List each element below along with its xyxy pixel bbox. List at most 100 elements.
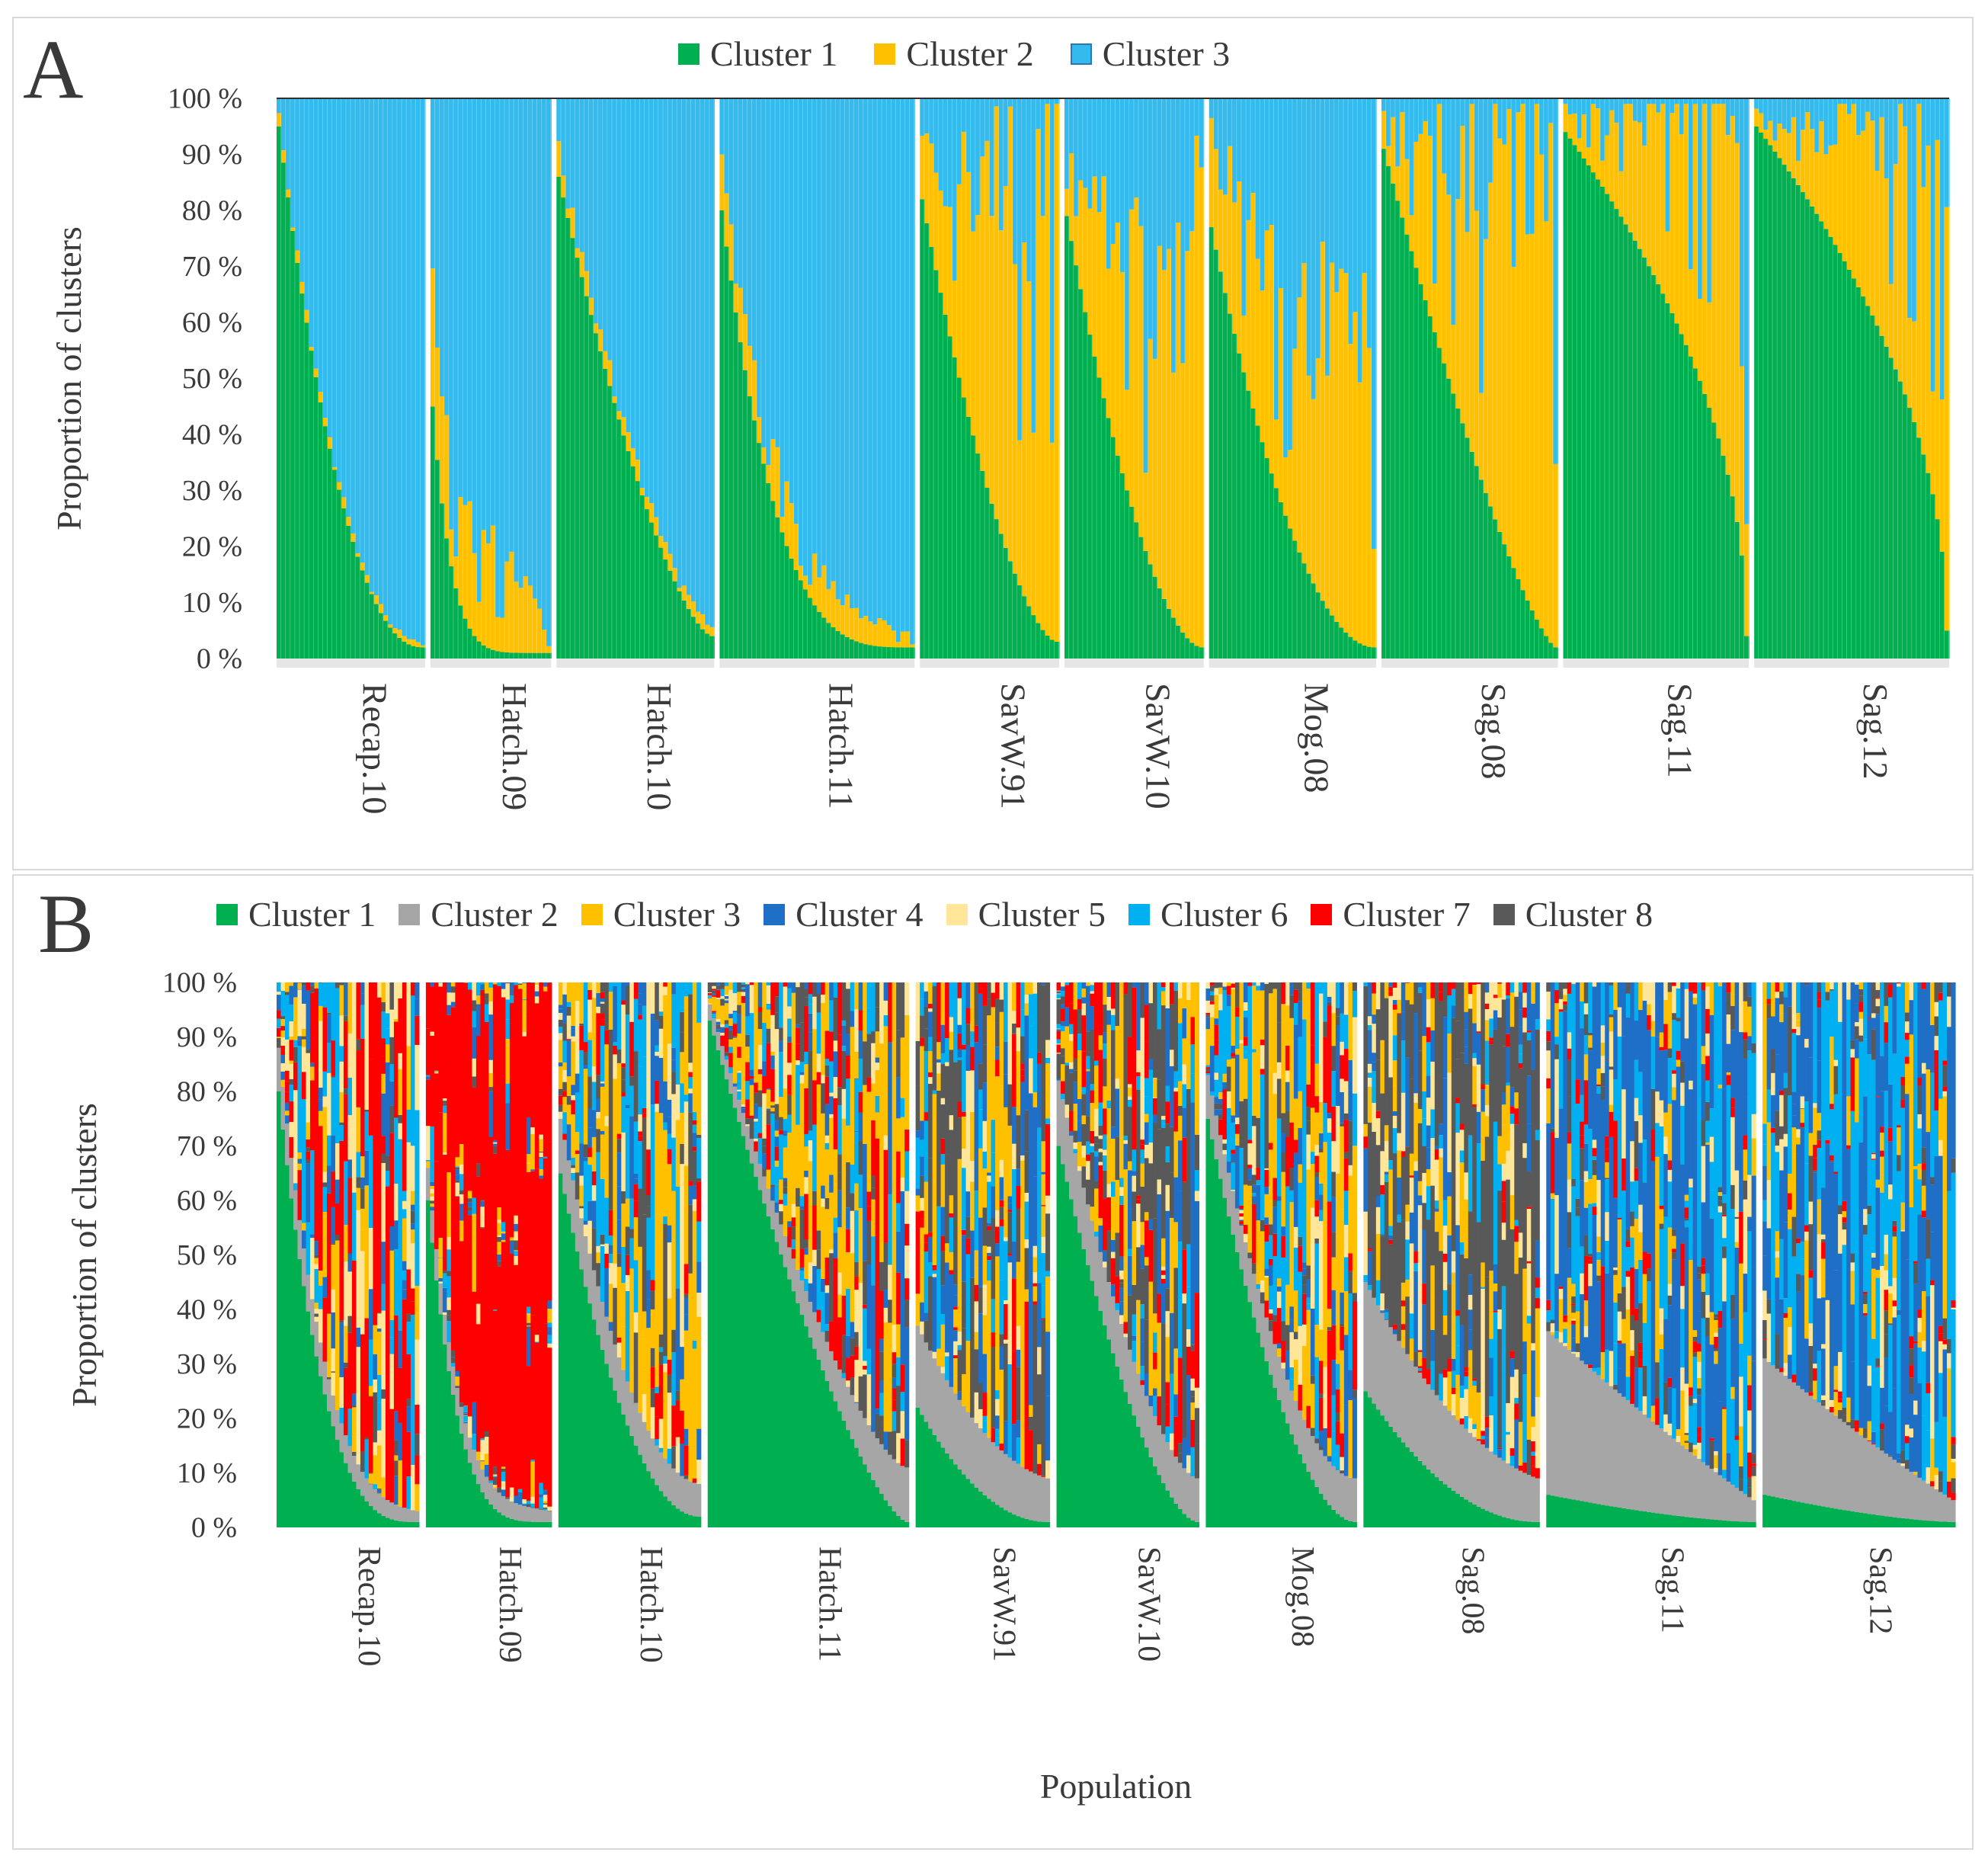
- bar-segment-cluster-6: [566, 1002, 571, 1007]
- bar-segment-cluster-4: [472, 1402, 477, 1434]
- bar-segment-cluster-7: [770, 1069, 776, 1102]
- bar-segment-cluster-8: [696, 1178, 702, 1182]
- bar-segment-cluster-1: [447, 1370, 452, 1527]
- bar-segment-cluster-4: [1310, 1308, 1315, 1376]
- bar-segment-cluster-8: [1115, 1232, 1120, 1277]
- bar-segment-cluster-2: [1311, 399, 1317, 584]
- bar-segment-cluster-8: [680, 1011, 685, 1033]
- bar-segment-cluster-3: [1497, 98, 1503, 139]
- bar-segment-cluster-7: [888, 982, 893, 1013]
- bar-segment-cluster-4: [314, 1241, 319, 1255]
- bar-segment-cluster-4: [497, 1254, 502, 1261]
- bar-segment-cluster-1: [808, 1337, 813, 1527]
- bar-separator: [1068, 98, 1070, 659]
- bar-segment-cluster-5: [741, 1104, 746, 1107]
- bar-segment-cluster-8: [1103, 1059, 1108, 1087]
- bar-segment-cluster-4: [1144, 1373, 1150, 1396]
- bar-segment-cluster-3: [1251, 1052, 1257, 1116]
- bar-segment-cluster-5: [1056, 998, 1061, 1000]
- bar-segment-cluster-1: [1772, 151, 1778, 659]
- bar-segment-cluster-8: [1231, 1161, 1236, 1163]
- bar-segment-cluster-3: [1264, 1194, 1269, 1218]
- bar-segment-cluster-1: [388, 627, 393, 659]
- bar-segment-cluster-8: [1285, 1325, 1290, 1351]
- bar-separator: [1399, 98, 1401, 659]
- bar-segment-cluster-2: [1884, 178, 1890, 347]
- bar-segment-cluster-8: [351, 1451, 357, 1454]
- bar-segment-cluster-3: [1348, 1175, 1353, 1254]
- bar-segment-cluster-3: [888, 1322, 893, 1377]
- bar-segment-cluster-2: [430, 268, 436, 407]
- bar-segment-cluster-2: [1730, 116, 1736, 497]
- bar-segment-cluster-1: [1674, 323, 1680, 659]
- bar-segment-cluster-3: [343, 1225, 349, 1262]
- bar-segment-cluster-2: [1888, 284, 1894, 358]
- bar-segment-cluster-5: [712, 985, 717, 989]
- bar-segment-cluster-8: [1094, 1136, 1100, 1144]
- bar-segment-cluster-2: [579, 1218, 584, 1270]
- bar-segment-cluster-2: [347, 1446, 353, 1473]
- bar-segment-cluster-2: [297, 1220, 303, 1259]
- bar-segment-cluster-8: [1144, 1319, 1150, 1373]
- bar-segment-cluster-8: [1029, 1416, 1034, 1431]
- bar-segment-cluster-3: [837, 1249, 843, 1273]
- bar-segment-cluster-7: [1194, 1293, 1200, 1388]
- bar-segment-cluster-6: [991, 1120, 996, 1153]
- bar-segment-cluster-5: [949, 1115, 954, 1130]
- bar-segment-cluster-1: [1241, 372, 1247, 659]
- bar-segment-cluster-5: [1264, 982, 1269, 985]
- bar-separator: [1758, 98, 1759, 659]
- bar-segment-cluster-3: [1352, 1243, 1357, 1293]
- bar-segment-cluster-5: [1214, 988, 1219, 995]
- bar-segment-cluster-2: [1106, 268, 1112, 418]
- bar-segment-cluster-6: [991, 1152, 996, 1187]
- bar-segment-cluster-6: [841, 1020, 847, 1026]
- bar-segment-cluster-1: [962, 397, 967, 659]
- bar-segment-cluster-6: [393, 1117, 399, 1184]
- bar-segment-cluster-4: [1077, 1120, 1083, 1143]
- bar-segment-cluster-1: [1721, 455, 1727, 659]
- bar-separator: [1939, 98, 1940, 659]
- bar-segment-cluster-6: [1106, 1104, 1112, 1109]
- bar-separator: [1138, 98, 1139, 659]
- bar-segment-cluster-3: [696, 1316, 702, 1429]
- bar-segment-cluster-4: [1256, 1203, 1261, 1221]
- bar-segment-cluster-6: [642, 1056, 647, 1108]
- bar-segment-cluster-2: [1744, 524, 1750, 636]
- bar-segment-cluster-7: [962, 1111, 967, 1117]
- bar-segment-cluster-1: [924, 223, 930, 659]
- bar-segment-cluster-7: [1298, 1384, 1303, 1411]
- bar-segment-cluster-1: [654, 535, 659, 659]
- bar-segment-cluster-1: [1330, 615, 1335, 659]
- bar-segment-cluster-3: [1903, 98, 1908, 127]
- bar-segment-cluster-3: [450, 982, 456, 987]
- bar-segment-cluster-8: [1182, 1370, 1187, 1438]
- bar-segment-cluster-3: [318, 1271, 324, 1286]
- bar-segment-cluster-4: [787, 1036, 792, 1043]
- bar-segment-cluster-1: [379, 613, 384, 659]
- bar-segment-cluster-1: [430, 406, 436, 659]
- bar-segment-cluster-3: [761, 98, 767, 448]
- bar-segment-cluster-3: [360, 1229, 366, 1251]
- bar-segment-cluster-1: [1366, 646, 1372, 659]
- bar-segment-cluster-5: [1343, 982, 1349, 1015]
- bar-segment-cluster-2: [1763, 130, 1769, 139]
- bar-segment-cluster-5: [517, 982, 523, 983]
- bar-segment-cluster-5: [1086, 1161, 1091, 1180]
- bar-segment-cluster-5: [892, 1324, 897, 1339]
- bar-separator: [396, 98, 398, 659]
- bar-segment-cluster-3: [715, 999, 721, 1019]
- bar-segment-cluster-5: [1260, 1045, 1266, 1057]
- bar-segment-cluster-2: [1605, 135, 1611, 194]
- bar-segment-cluster-8: [779, 1027, 784, 1041]
- bar-segment-cluster-6: [562, 1040, 568, 1062]
- bar-segment-cluster-2: [398, 1506, 403, 1521]
- bar-segment-cluster-5: [1032, 982, 1038, 994]
- bar-segment-cluster-1: [1339, 627, 1344, 659]
- bar-segment-cluster-7: [766, 1124, 771, 1170]
- bar-segment-cluster-2: [1362, 273, 1368, 646]
- bar-segment-cluster-3: [1331, 1257, 1337, 1290]
- bar-segment-cluster-2: [840, 605, 846, 635]
- bar-segment-cluster-2: [863, 1418, 868, 1465]
- bar-segment-cluster-3: [1165, 1337, 1170, 1383]
